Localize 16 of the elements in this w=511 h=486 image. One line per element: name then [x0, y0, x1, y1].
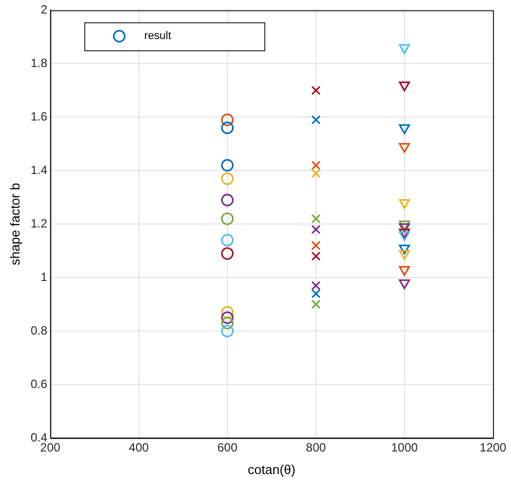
y-tick-label: 1.2 [30, 216, 48, 230]
y-tick-label: 1.6 [30, 109, 48, 124]
legend-label: result [144, 30, 172, 42]
x-tick-label: 400 [128, 440, 150, 455]
y-tick-label: 1 [40, 270, 48, 284]
y-tick-label: 2 [40, 2, 48, 17]
x-axis-title: cotan(θ) [248, 462, 296, 477]
x-tick-label: 600 [217, 440, 238, 455]
y-tick-label: 0.6 [30, 376, 48, 391]
y-tick-label: 1.8 [30, 56, 48, 70]
y-axis-title: shape factor b [7, 182, 22, 266]
y-tick-label: 0.8 [30, 323, 48, 338]
x-tick-label: 800 [306, 440, 326, 455]
y-tick-label: 1.4 [30, 162, 48, 177]
x-tick-label: 1000 [391, 440, 418, 455]
x-tick-label: 1200 [480, 440, 507, 455]
